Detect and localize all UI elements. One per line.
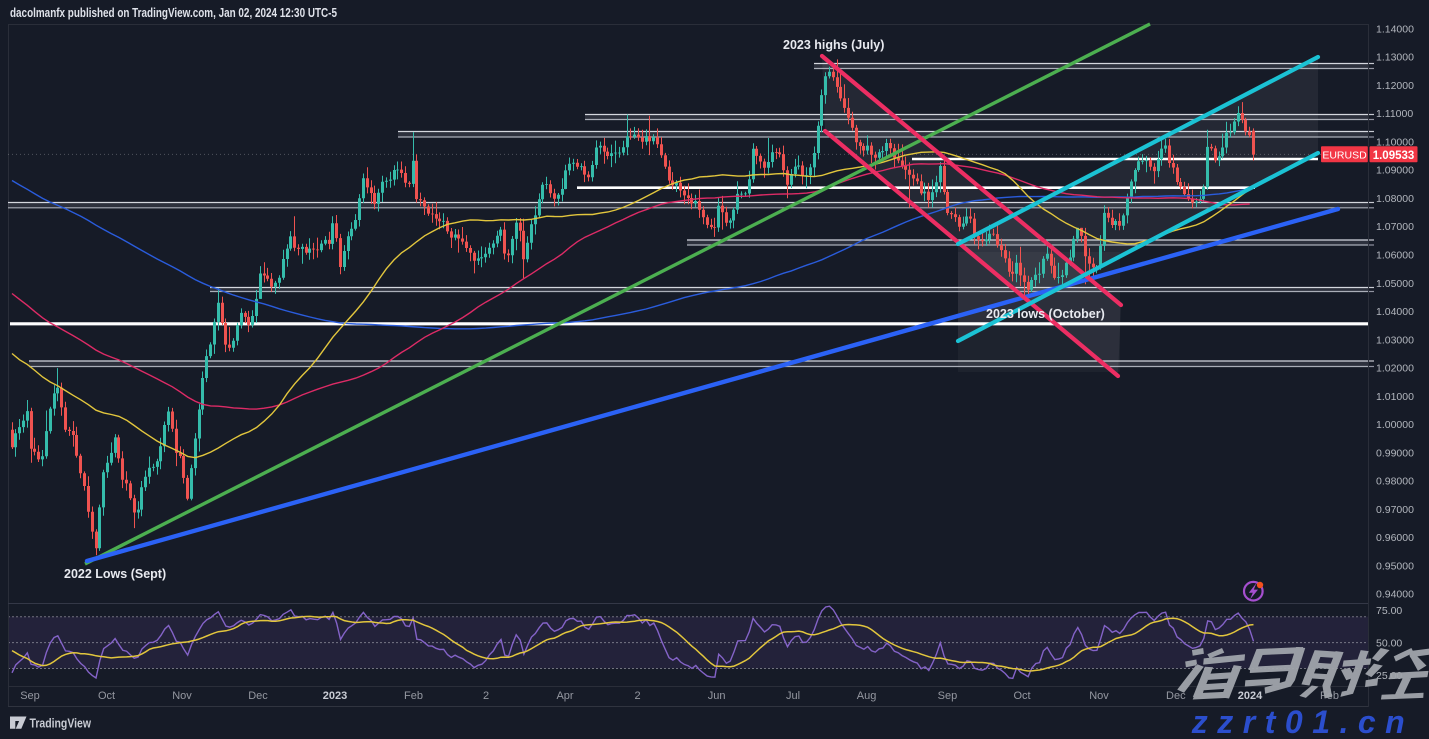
- svg-text:1.07000: 1.07000: [1376, 221, 1414, 233]
- svg-text:Feb: Feb: [404, 690, 423, 702]
- svg-text:1.09000: 1.09000: [1376, 165, 1414, 177]
- svg-text:Dec: Dec: [248, 690, 268, 702]
- svg-text:1.11000: 1.11000: [1376, 108, 1413, 120]
- svg-text:2022 Lows (Sept): 2022 Lows (Sept): [64, 567, 166, 581]
- svg-text:2023: 2023: [323, 690, 347, 702]
- svg-text:Jun: Jun: [708, 690, 726, 702]
- svg-text:1.05000: 1.05000: [1376, 278, 1414, 290]
- svg-text:Oct: Oct: [1013, 690, 1030, 702]
- svg-text:1.13000: 1.13000: [1376, 52, 1414, 64]
- svg-text:Jul: Jul: [786, 690, 800, 702]
- svg-text:TradingView: TradingView: [30, 716, 92, 731]
- svg-text:2024: 2024: [1238, 690, 1263, 702]
- svg-text:0.96000: 0.96000: [1376, 532, 1414, 544]
- svg-text:2023 highs (July): 2023 highs (July): [783, 38, 884, 52]
- svg-text:EURUSD: EURUSD: [1322, 150, 1367, 162]
- svg-text:2023 lows (October): 2023 lows (October): [986, 307, 1105, 321]
- svg-text:Oct: Oct: [98, 690, 115, 702]
- svg-text:2: 2: [635, 690, 641, 702]
- svg-text:0.94000: 0.94000: [1376, 589, 1414, 601]
- svg-text:0.97000: 0.97000: [1376, 504, 1414, 516]
- svg-text:Sep: Sep: [20, 690, 40, 702]
- svg-text:Dec: Dec: [1166, 690, 1186, 702]
- svg-text:1.10000: 1.10000: [1376, 136, 1414, 148]
- svg-text:zzrt01.cn: zzrt01.cn: [1191, 704, 1414, 739]
- svg-text:dacolmanfx published on Tradin: dacolmanfx published on TradingView.com,…: [10, 6, 337, 20]
- svg-text:75.00: 75.00: [1376, 605, 1402, 617]
- svg-text:Nov: Nov: [1089, 690, 1109, 702]
- svg-text:1.14000: 1.14000: [1376, 23, 1414, 35]
- svg-text:50.00: 50.00: [1376, 638, 1402, 650]
- svg-text:1.02000: 1.02000: [1376, 363, 1414, 375]
- svg-text:2: 2: [483, 690, 489, 702]
- svg-text:Apr: Apr: [556, 690, 573, 702]
- svg-text:0.98000: 0.98000: [1376, 476, 1414, 488]
- svg-text:1.12000: 1.12000: [1376, 80, 1414, 92]
- svg-text:Nov: Nov: [172, 690, 192, 702]
- svg-text:Sep: Sep: [938, 690, 958, 702]
- svg-text:1.06000: 1.06000: [1376, 250, 1414, 262]
- svg-text:1.08000: 1.08000: [1376, 193, 1414, 205]
- svg-text:1.04000: 1.04000: [1376, 306, 1414, 318]
- svg-text:0.99000: 0.99000: [1376, 447, 1414, 459]
- svg-text:Aug: Aug: [857, 690, 877, 702]
- svg-text:1.00000: 1.00000: [1376, 419, 1414, 431]
- svg-text:1.03000: 1.03000: [1376, 334, 1414, 346]
- svg-text:1.01000: 1.01000: [1376, 391, 1414, 403]
- svg-text:0.95000: 0.95000: [1376, 560, 1414, 572]
- svg-text:1.09533: 1.09533: [1373, 150, 1415, 162]
